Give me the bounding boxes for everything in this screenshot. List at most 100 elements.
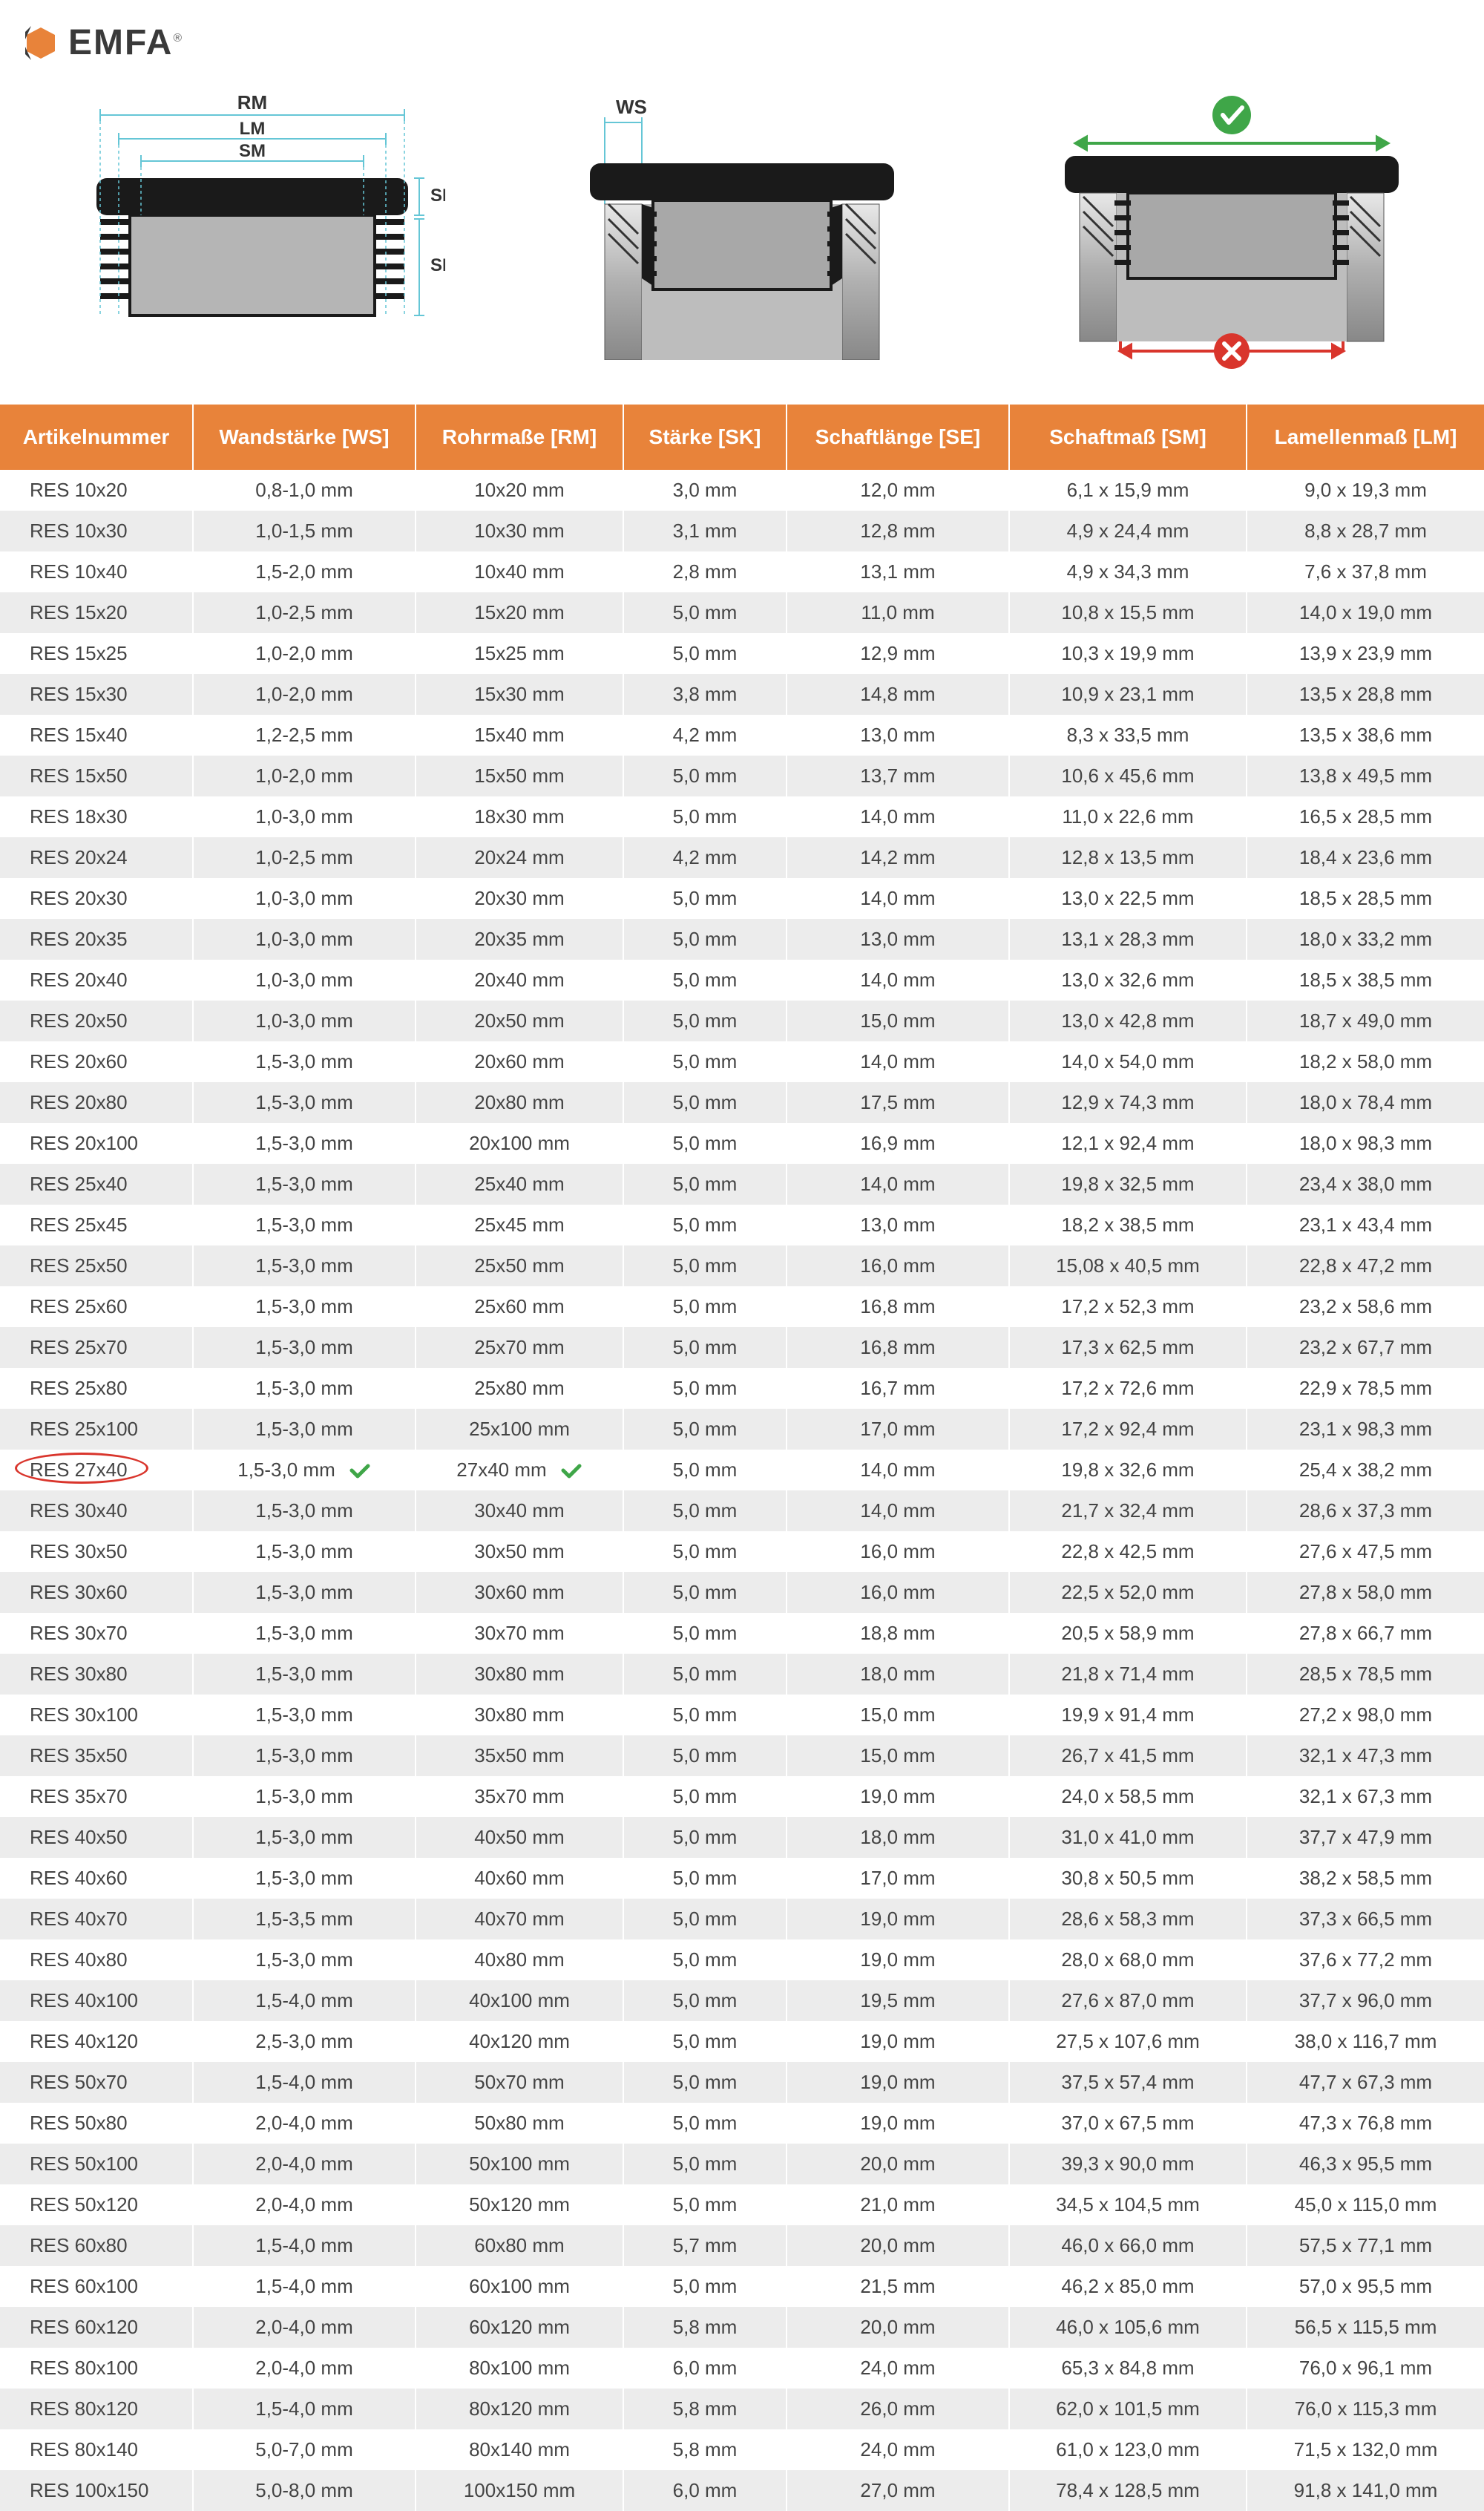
- table-cell: 21,7 x 32,4 mm: [1009, 1490, 1247, 1531]
- table-cell: 12,9 x 74,3 mm: [1009, 1082, 1247, 1123]
- table-cell: 40x50 mm: [416, 1817, 623, 1858]
- table-cell: 5,0 mm: [623, 1327, 787, 1368]
- table-row: RES 30x401,5-3,0 mm30x40 mm5,0 mm14,0 mm…: [0, 1490, 1484, 1531]
- table-cell: 37,5 x 57,4 mm: [1009, 2062, 1247, 2103]
- column-header: Schaftmaß [SM]: [1009, 405, 1247, 470]
- table-cell: 37,7 x 96,0 mm: [1247, 1980, 1484, 2021]
- table-cell: 15x40 mm: [416, 715, 623, 756]
- table-cell: 100x150 mm: [416, 2470, 623, 2511]
- table-cell: 12,8 x 13,5 mm: [1009, 837, 1247, 878]
- table-body: RES 10x200,8-1,0 mm10x20 mm3,0 mm12,0 mm…: [0, 470, 1484, 2511]
- table-cell: 10,8 x 15,5 mm: [1009, 592, 1247, 633]
- table-cell: 31,0 x 41,0 mm: [1009, 1817, 1247, 1858]
- table-cell: RES 25x45: [0, 1205, 193, 1245]
- table-cell: 5,0 mm: [623, 878, 787, 919]
- table-row: RES 40x1202,5-3,0 mm40x120 mm5,0 mm19,0 …: [0, 2021, 1484, 2062]
- table-cell: 15x20 mm: [416, 592, 623, 633]
- table-cell: RES 30x80: [0, 1654, 193, 1695]
- table-cell: 12,8 mm: [787, 511, 1009, 551]
- table-row: RES 15x401,2-2,5 mm15x40 mm4,2 mm13,0 mm…: [0, 715, 1484, 756]
- table-cell: 20x100 mm: [416, 1123, 623, 1164]
- column-header: Wandstärke [WS]: [193, 405, 416, 470]
- table-cell: 80x100 mm: [416, 2348, 623, 2389]
- logo-mark-icon: [22, 24, 59, 62]
- table-cell: 1,5-3,0 mm: [193, 1205, 416, 1245]
- diagrams-row: RM LM SM: [0, 78, 1484, 405]
- table-cell: 1,5-3,0 mm: [193, 1286, 416, 1327]
- table-row: RES 30x801,5-3,0 mm30x80 mm5,0 mm18,0 mm…: [0, 1654, 1484, 1695]
- table-cell: 16,5 x 28,5 mm: [1247, 796, 1484, 837]
- table-cell: RES 25x70: [0, 1327, 193, 1368]
- table-cell: 10x40 mm: [416, 551, 623, 592]
- table-cell: 19,5 mm: [787, 1980, 1009, 2021]
- table-row: RES 25x701,5-3,0 mm25x70 mm5,0 mm16,8 mm…: [0, 1327, 1484, 1368]
- table-cell: 25,4 x 38,2 mm: [1247, 1450, 1484, 1490]
- table-row: RES 50x1002,0-4,0 mm50x100 mm5,0 mm20,0 …: [0, 2144, 1484, 2184]
- table-row: RES 30x601,5-3,0 mm30x60 mm5,0 mm16,0 mm…: [0, 1572, 1484, 1613]
- table-cell: 30x70 mm: [416, 1613, 623, 1654]
- table-cell: 2,5-3,0 mm: [193, 2021, 416, 2062]
- table-cell: 17,5 mm: [787, 1082, 1009, 1123]
- table-cell: 16,0 mm: [787, 1245, 1009, 1286]
- table-cell: 6,0 mm: [623, 2470, 787, 2511]
- table-cell: 5,0 mm: [623, 1123, 787, 1164]
- table-cell: RES 80x100: [0, 2348, 193, 2389]
- table-row: RES 10x401,5-2,0 mm10x40 mm2,8 mm13,1 mm…: [0, 551, 1484, 592]
- table-cell: RES 40x60: [0, 1858, 193, 1899]
- table-cell: RES 15x30: [0, 674, 193, 715]
- table-row: RES 60x801,5-4,0 mm60x80 mm5,7 mm20,0 mm…: [0, 2225, 1484, 2266]
- table-cell: RES 20x24: [0, 837, 193, 878]
- table-row: RES 15x301,0-2,0 mm15x30 mm3,8 mm14,8 mm…: [0, 674, 1484, 715]
- table-cell: 5,0 mm: [623, 1858, 787, 1899]
- table-cell: 2,0-4,0 mm: [193, 2103, 416, 2144]
- table-cell: 1,5-3,0 mm: [193, 1817, 416, 1858]
- table-cell: 40x60 mm: [416, 1858, 623, 1899]
- table-cell: 27,8 x 66,7 mm: [1247, 1613, 1484, 1654]
- table-cell: RES 30x60: [0, 1572, 193, 1613]
- table-cell: 18,0 x 78,4 mm: [1247, 1082, 1484, 1123]
- table-cell: 5,0 mm: [623, 1409, 787, 1450]
- table-cell: RES 20x40: [0, 960, 193, 1001]
- diagram-ws: WS: [519, 93, 965, 360]
- table-row: RES 60x1202,0-4,0 mm60x120 mm5,8 mm20,0 …: [0, 2307, 1484, 2348]
- table-cell: 30x80 mm: [416, 1695, 623, 1735]
- table-cell: 1,0-3,0 mm: [193, 878, 416, 919]
- table-cell: 50x70 mm: [416, 2062, 623, 2103]
- table-cell: 5,0 mm: [623, 592, 787, 633]
- table-cell: 1,5-3,0 mm: [193, 1939, 416, 1980]
- table-cell: 1,5-3,0 mm: [193, 1164, 416, 1205]
- table-cell: 23,2 x 67,7 mm: [1247, 1327, 1484, 1368]
- table-cell: RES 20x50: [0, 1001, 193, 1041]
- table-cell: 5,0 mm: [623, 1654, 787, 1695]
- table-cell: 71,5 x 132,0 mm: [1247, 2429, 1484, 2470]
- table-row: RES 80x1405,0-7,0 mm80x140 mm5,8 mm24,0 …: [0, 2429, 1484, 2470]
- table-cell: 56,5 x 115,5 mm: [1247, 2307, 1484, 2348]
- table-cell: 13,0 x 32,6 mm: [1009, 960, 1247, 1001]
- table-cell: RES 18x30: [0, 796, 193, 837]
- table-cell: 23,4 x 38,0 mm: [1247, 1164, 1484, 1205]
- table-cell: 16,0 mm: [787, 1572, 1009, 1613]
- table-cell: 19,8 x 32,6 mm: [1009, 1450, 1247, 1490]
- table-cell: 18,0 mm: [787, 1817, 1009, 1858]
- table-cell: 78,4 x 128,5 mm: [1009, 2470, 1247, 2511]
- table-cell: 20,0 mm: [787, 2144, 1009, 2184]
- table-cell: 27,0 mm: [787, 2470, 1009, 2511]
- table-row: RES 10x200,8-1,0 mm10x20 mm3,0 mm12,0 mm…: [0, 470, 1484, 511]
- table-cell: 20x60 mm: [416, 1041, 623, 1082]
- table-cell: 57,0 x 95,5 mm: [1247, 2266, 1484, 2307]
- table-row: RES 30x501,5-3,0 mm30x50 mm5,0 mm16,0 mm…: [0, 1531, 1484, 1572]
- table-cell: RES 40x120: [0, 2021, 193, 2062]
- table-cell: 1,5-3,0 mm: [193, 1695, 416, 1735]
- table-cell: 5,8 mm: [623, 2389, 787, 2429]
- table-cell: 5,0 mm: [623, 1164, 787, 1205]
- table-cell: RES 25x50: [0, 1245, 193, 1286]
- table-cell: 20x35 mm: [416, 919, 623, 960]
- table-cell: 80x120 mm: [416, 2389, 623, 2429]
- table-cell: 9,0 x 19,3 mm: [1247, 470, 1484, 511]
- table-cell: 1,5-4,0 mm: [193, 2266, 416, 2307]
- table-cell: 40x70 mm: [416, 1899, 623, 1939]
- table-cell: 1,5-3,0 mm: [193, 1572, 416, 1613]
- table-cell: 5,0 mm: [623, 1082, 787, 1123]
- table-cell: 8,3 x 33,5 mm: [1009, 715, 1247, 756]
- table-cell: 17,2 x 52,3 mm: [1009, 1286, 1247, 1327]
